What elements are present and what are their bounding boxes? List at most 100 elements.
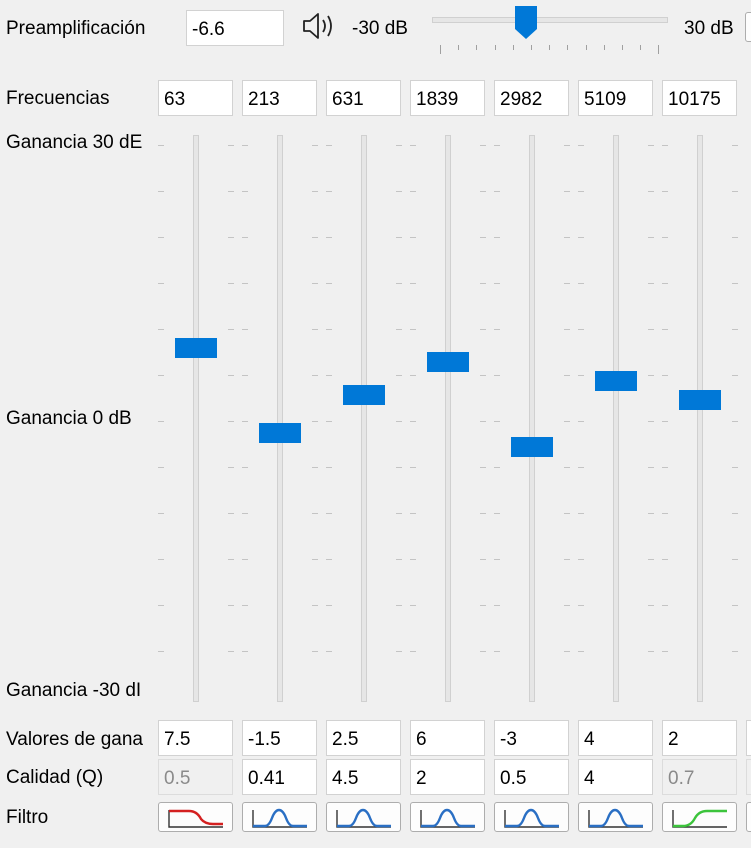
quality-label: Calidad (Q) xyxy=(6,768,104,787)
gain-value-input-edge xyxy=(746,720,751,756)
band-slider-thumb[interactable] xyxy=(426,351,469,372)
band-slider-tick xyxy=(241,375,248,376)
frequency-input[interactable]: 10175 xyxy=(662,80,737,116)
band-slider-tick xyxy=(157,651,164,652)
frequency-input[interactable]: 2982 xyxy=(494,80,569,116)
band-slider-tick xyxy=(227,191,234,192)
band-slider-tick xyxy=(325,375,332,376)
band-slider-tick xyxy=(157,513,164,514)
band-slider-tick xyxy=(157,191,164,192)
gain-value-input[interactable]: -1.5 xyxy=(242,720,317,756)
band-slider-tick xyxy=(731,375,738,376)
speaker-icon[interactable] xyxy=(300,8,340,50)
band-slider-tick xyxy=(241,283,248,284)
band-slider-tick xyxy=(731,421,738,422)
band-slider-tick xyxy=(577,283,584,284)
band-slider-tick xyxy=(157,237,164,238)
band-slider-thumb[interactable] xyxy=(510,436,553,457)
band-slider-tick xyxy=(661,237,668,238)
band-slider-tick xyxy=(311,191,318,192)
filter-type-button[interactable] xyxy=(578,802,653,832)
preamp-slider-tick xyxy=(549,45,551,50)
gain-axis-bottom-label: Ganancia -30 dI xyxy=(6,681,142,700)
peak-filter-icon xyxy=(252,808,307,828)
preamp-value-input[interactable]: -6.6 xyxy=(186,10,284,46)
band-slider-tick xyxy=(661,467,668,468)
band-slider-tick xyxy=(227,421,234,422)
band-slider-tick xyxy=(661,421,668,422)
band-slider-tick xyxy=(661,559,668,560)
band-slider-tick xyxy=(241,145,248,146)
frequency-input[interactable]: 631 xyxy=(326,80,401,116)
band-slider-tick xyxy=(241,329,248,330)
filter-type-button[interactable] xyxy=(494,802,569,832)
band-slider-tick xyxy=(227,467,234,468)
band-slider-tick xyxy=(647,375,654,376)
quality-input[interactable]: 2 xyxy=(410,759,485,795)
frequency-input[interactable]: 1839 xyxy=(410,80,485,116)
quality-input[interactable]: 0.41 xyxy=(242,759,317,795)
band-slider-thumb[interactable] xyxy=(594,370,637,391)
gain-value-input[interactable]: 2.5 xyxy=(326,720,401,756)
band-slider-tick xyxy=(325,421,332,422)
band-slider-tick xyxy=(493,237,500,238)
band-slider-tick xyxy=(563,283,570,284)
band-slider-tick xyxy=(563,605,570,606)
band-slider-tick xyxy=(227,605,234,606)
band-slider-tick xyxy=(577,237,584,238)
peak-filter-icon xyxy=(588,808,643,828)
band-slider-tick xyxy=(577,375,584,376)
filter-type-button[interactable] xyxy=(158,802,233,832)
band-slider-tick xyxy=(241,513,248,514)
filter-type-button[interactable] xyxy=(662,802,737,832)
gain-values-label: Valores de gana xyxy=(6,730,143,749)
filter-type-button[interactable] xyxy=(410,802,485,832)
band-slider-thumb[interactable] xyxy=(342,384,385,405)
band-slider-track xyxy=(444,135,451,702)
filter-type-button[interactable] xyxy=(326,802,401,832)
band-slider-tick xyxy=(325,145,332,146)
band-slider-tick xyxy=(395,513,402,514)
band-slider-tick xyxy=(409,559,416,560)
gain-value-input[interactable]: -3 xyxy=(494,720,569,756)
band-slider-tick xyxy=(563,145,570,146)
frequency-input[interactable]: 213 xyxy=(242,80,317,116)
gain-value-input[interactable]: 7.5 xyxy=(158,720,233,756)
band-slider-tick xyxy=(577,513,584,514)
band-slider-tick xyxy=(647,513,654,514)
quality-input[interactable]: 4 xyxy=(578,759,653,795)
gain-value-input[interactable]: 2 xyxy=(662,720,737,756)
band-slider-tick xyxy=(395,329,402,330)
band-slider-tick xyxy=(227,375,234,376)
band-slider-tick xyxy=(493,329,500,330)
band-slider-thumb[interactable] xyxy=(174,337,217,358)
quality-input[interactable]: 4.5 xyxy=(326,759,401,795)
highshelf-filter-icon xyxy=(672,809,727,828)
band-slider-thumb[interactable] xyxy=(678,389,721,410)
preamp-slider-track xyxy=(432,17,668,23)
band-slider-tick xyxy=(479,283,486,284)
filter-type-button[interactable] xyxy=(242,802,317,832)
band-slider-tick xyxy=(227,329,234,330)
frequency-input[interactable]: 63 xyxy=(158,80,233,116)
band-slider-tick xyxy=(563,237,570,238)
band-slider-tick xyxy=(395,651,402,652)
preamp-slider-thumb[interactable] xyxy=(515,6,538,40)
band-slider-tick xyxy=(311,559,318,560)
band-slider-thumb[interactable] xyxy=(258,422,301,443)
quality-input[interactable]: 0.5 xyxy=(494,759,569,795)
band-slider-tick xyxy=(493,513,500,514)
band-slider-tick xyxy=(241,467,248,468)
band-slider-tick xyxy=(311,467,318,468)
band-slider-tick xyxy=(157,145,164,146)
band-slider-tick xyxy=(661,145,668,146)
band-slider-tick xyxy=(409,237,416,238)
band-slider-tick xyxy=(311,283,318,284)
gain-value-input[interactable]: 6 xyxy=(410,720,485,756)
band-slider-tick xyxy=(227,513,234,514)
preamp-slider[interactable] xyxy=(432,6,668,54)
gain-value-input[interactable]: 4 xyxy=(578,720,653,756)
preamp-slider-tick xyxy=(585,45,587,50)
band-slider-tick xyxy=(577,559,584,560)
frequency-input[interactable]: 5109 xyxy=(578,80,653,116)
